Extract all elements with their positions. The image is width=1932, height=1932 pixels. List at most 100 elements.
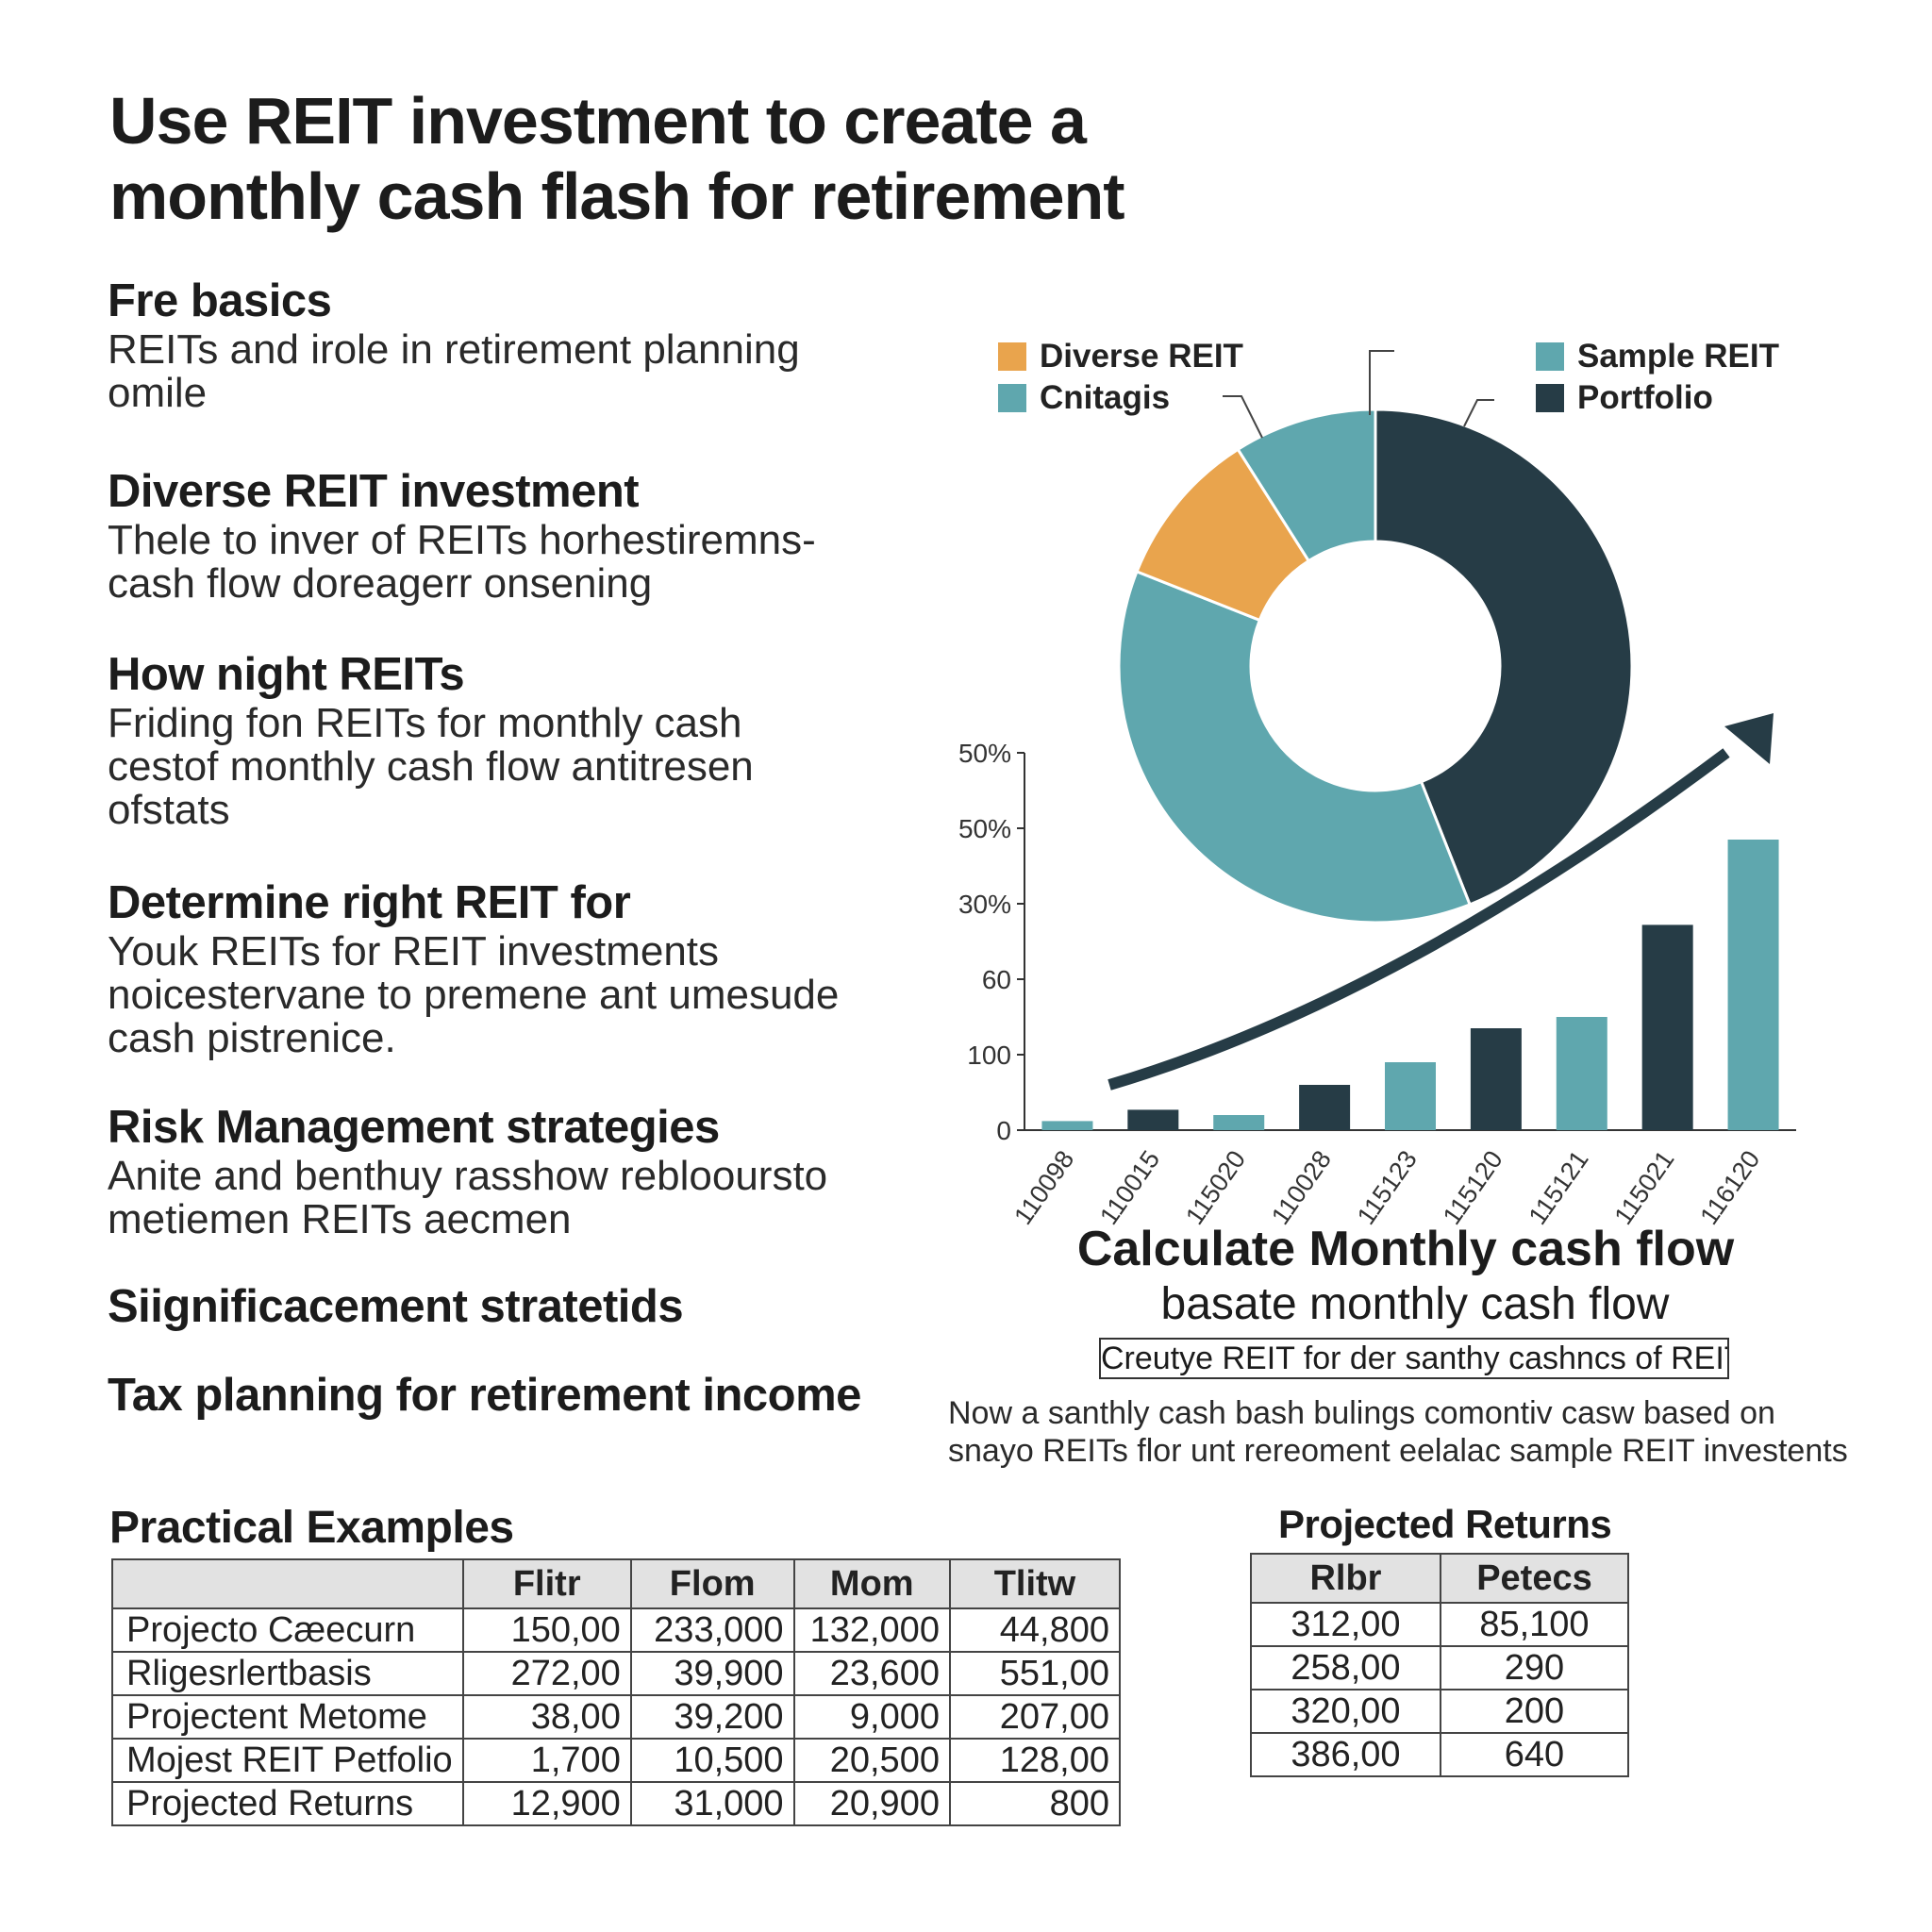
calc-subtitle: basate monthly cash flow	[1160, 1279, 1670, 1329]
table-cell: 290	[1439, 1645, 1630, 1690]
bar	[1641, 924, 1693, 1130]
legend-swatch	[1536, 384, 1564, 412]
leader-line	[1369, 350, 1394, 415]
legend-swatch	[998, 384, 1026, 412]
table-cell: 9,000	[792, 1694, 951, 1740]
y-tick-label: 100	[967, 1041, 1011, 1070]
section-diverse: Diverse REIT investment Thele to inver o…	[108, 464, 957, 606]
bar	[1299, 1085, 1351, 1130]
bar	[1213, 1115, 1265, 1130]
row-label: Projectent Metome	[111, 1694, 464, 1740]
examples-title: Practical Examples	[109, 1503, 514, 1553]
legend-item: Diverse REIT	[998, 336, 1243, 377]
x-tick-label: 110028	[1266, 1145, 1337, 1229]
section-how: How night REITs Friding fon REITs for mo…	[108, 647, 957, 832]
table-cell: 20,900	[792, 1781, 951, 1826]
column-header: Flom	[629, 1558, 795, 1609]
table-header-row: Flitr Flom Mom Tlitw	[111, 1558, 1122, 1609]
table-row: 320,00 200	[1250, 1689, 1630, 1734]
legend-swatch	[1536, 342, 1564, 371]
section-determine: Determine right REIT for Youk REITs for …	[108, 875, 957, 1060]
section-heading: Risk Management strategies	[108, 1102, 720, 1153]
table-row: Projected Returns 12,900 31,000 20,900 8…	[111, 1781, 1122, 1826]
table-row: Rligesrlertbasis 272,00 39,900 23,600 55…	[111, 1651, 1122, 1696]
table-cell: 150,00	[461, 1607, 632, 1653]
x-tick-label: 115120	[1438, 1145, 1508, 1229]
section-body: Anite and benthuy rasshow reblooursto me…	[108, 1153, 828, 1242]
legend-label: Cnitagis	[1040, 379, 1171, 416]
table-cell: 320,00	[1250, 1689, 1441, 1734]
legend-swatch	[998, 342, 1026, 371]
row-label: Rligesrlertbasis	[111, 1651, 464, 1696]
table-cell: 39,200	[629, 1694, 795, 1740]
column-header	[111, 1558, 464, 1609]
returns-table: Rlbr Petecs 312,00 85,100 258,00 290 320…	[1250, 1553, 1630, 1777]
legend-label: Portfolio	[1577, 379, 1713, 416]
donut-legend-right: Sample REIT Portfolio	[1536, 336, 1779, 419]
calc-title: Calculate Monthly cash flow	[1076, 1222, 1735, 1276]
table-row: 312,00 85,100	[1250, 1602, 1630, 1647]
table-row: 386,00 640	[1250, 1732, 1630, 1777]
table-cell: 20,500	[792, 1738, 951, 1783]
table-cell: 10,500	[629, 1738, 795, 1783]
table-cell: 39,900	[629, 1651, 795, 1696]
column-header: Rlbr	[1250, 1553, 1441, 1604]
section-heading: Tax planning for retirement income	[108, 1370, 861, 1421]
x-tick-label: 115121	[1524, 1145, 1594, 1229]
table-cell: 551,00	[948, 1651, 1122, 1696]
title-line-2: monthly cash flash for retirement	[109, 159, 1125, 233]
x-tick-label: 116120	[1694, 1145, 1765, 1229]
calc-note-line: Now a santhly cash bash bulings comontiv…	[948, 1395, 1775, 1431]
table-cell: 272,00	[461, 1651, 632, 1696]
section-basics: Fre basics REITs and irole in retirement…	[108, 274, 957, 415]
row-label: Mojest REIT Petfolio	[111, 1738, 464, 1783]
donut-slice-portfolio	[1374, 408, 1634, 907]
column-header: Petecs	[1439, 1553, 1630, 1604]
x-tick-label: 115020	[1180, 1145, 1251, 1229]
table-row: 258,00 290	[1250, 1645, 1630, 1690]
section-tax: Tax planning for retirement income	[108, 1368, 957, 1423]
trend-arrow-line	[1108, 748, 1730, 1091]
section-body: Thele to inver of REITs horhestiremns- c…	[108, 517, 816, 607]
legend-item: Portfolio	[1536, 377, 1779, 419]
table-row: Projectent Metome 38,00 39,200 9,000 207…	[111, 1694, 1122, 1740]
y-tick-label: 50%	[958, 814, 1011, 843]
row-label: Projecto Cæecurn	[111, 1607, 464, 1653]
table-cell: 640	[1439, 1732, 1630, 1777]
bar	[1727, 840, 1779, 1130]
table-row: Mojest REIT Petfolio 1,700 10,500 20,500…	[111, 1738, 1122, 1783]
calc-note-line: snayo REITs flor unt rereoment eelalac s…	[948, 1433, 1848, 1469]
y-tick-label: 30%	[958, 890, 1011, 919]
column-header: Tlitw	[948, 1558, 1122, 1609]
table-cell: 44,800	[948, 1607, 1122, 1653]
calc-note: Now a santhly cash bash bulings comontiv…	[948, 1394, 1920, 1470]
bar	[1556, 1017, 1607, 1130]
table-cell: 200	[1439, 1689, 1630, 1734]
title-line-1: Use REIT investment to create a	[109, 84, 1087, 158]
column-header: Mom	[792, 1558, 951, 1609]
section-heading: Siignificacement stratetids	[108, 1281, 684, 1332]
x-tick-label: 115123	[1352, 1145, 1423, 1229]
bar	[1385, 1062, 1436, 1130]
legend-item: Sample REIT	[1536, 336, 1779, 377]
examples-table: Flitr Flom Mom Tlitw Projecto Cæecurn 15…	[111, 1558, 1122, 1826]
table-cell: 312,00	[1250, 1602, 1441, 1647]
section-body: Youk REITs for REIT investments noiceste…	[108, 928, 840, 1061]
bar	[1127, 1109, 1179, 1130]
page-title: Use REIT investment to create a monthly …	[109, 83, 1147, 234]
legend-label: Diverse REIT	[1040, 338, 1243, 375]
table-cell: 12,900	[461, 1781, 632, 1826]
returns-title: Projected Returns	[1278, 1502, 1612, 1546]
trend-arrow-head	[1724, 713, 1774, 764]
table-cell: 386,00	[1250, 1732, 1441, 1777]
table-cell: 800	[948, 1781, 1122, 1826]
table-cell: 132,000	[792, 1607, 951, 1653]
y-tick-label: 60	[982, 965, 1011, 994]
leader-line	[1463, 399, 1494, 427]
donut-slice-sample-reit	[1117, 569, 1473, 924]
donut-slice-cnitagis	[1236, 408, 1377, 563]
table-cell: 31,000	[629, 1781, 795, 1826]
table-cell: 85,100	[1439, 1602, 1630, 1647]
table-cell: 207,00	[948, 1694, 1122, 1740]
